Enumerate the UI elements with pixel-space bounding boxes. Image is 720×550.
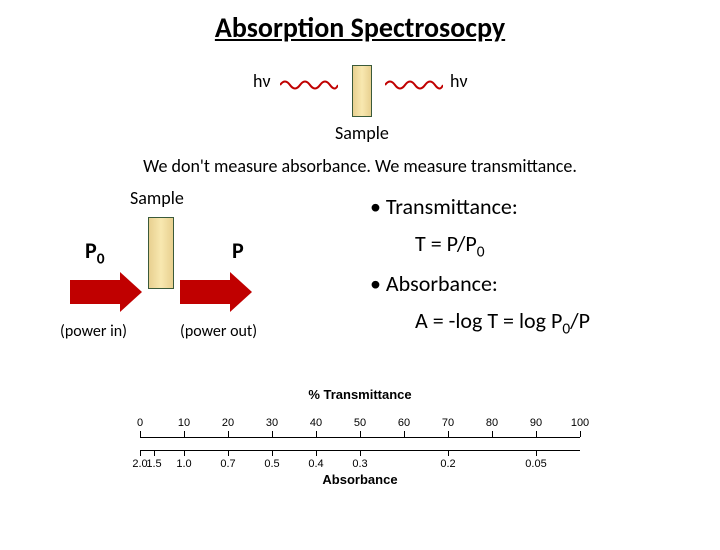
hv-right-label: hν	[450, 70, 468, 92]
bot-tick	[228, 450, 229, 456]
top-tick	[184, 431, 185, 437]
bot-tick	[154, 450, 155, 456]
bullet-absorbance-eq: A = -log T = log P0/P	[370, 306, 590, 340]
top-tick	[536, 431, 537, 437]
mid-section: Sample P0 (power in) P (power out) • Tra…	[0, 187, 720, 377]
cuvette-mid	[148, 217, 172, 287]
top-tick-label: 70	[442, 417, 454, 429]
power-in-label: (power in)	[60, 322, 127, 341]
top-tick-label: 60	[398, 417, 410, 429]
top-tick-label: 20	[222, 417, 234, 429]
top-tick-label: 90	[530, 417, 542, 429]
bot-tick	[536, 450, 537, 456]
bot-tick	[184, 450, 185, 456]
bullets-block: • Transmittance: T = P/P0 • Absorbance: …	[370, 192, 590, 346]
top-tick	[272, 431, 273, 437]
top-tick	[360, 431, 361, 437]
bullet-absorbance: • Absorbance:	[370, 269, 590, 300]
bot-tick-label: 0.05	[525, 458, 546, 470]
top-tick	[492, 431, 493, 437]
bot-tick	[316, 450, 317, 456]
cuvette-top	[352, 65, 370, 115]
bot-tick-label: 0.7	[220, 458, 235, 470]
axis-chart: % Transmittance 0 10 20 30 40 50 60 70 80 90 100 2.…	[120, 387, 600, 487]
wave-left-icon	[280, 78, 338, 92]
top-tick	[140, 431, 141, 437]
bullet-transmittance: • Transmittance:	[370, 192, 590, 223]
bot-tick	[140, 450, 141, 456]
bot-tick-label: 1.0	[176, 458, 191, 470]
wave-right-icon	[385, 78, 443, 92]
power-out-label: (power out)	[180, 322, 257, 341]
bullet-transmittance-eq: T = P/P0	[370, 229, 590, 263]
top-tick	[580, 431, 581, 437]
hv-left-label: hν	[253, 70, 271, 92]
top-tick	[404, 431, 405, 437]
top-tick-label: 100	[571, 417, 589, 429]
bot-tick-label: 0.3	[352, 458, 367, 470]
sample-top-label: Sample	[335, 122, 389, 144]
bot-tick	[272, 450, 273, 456]
arrow-out-icon	[180, 272, 250, 312]
bot-tick-label: 1.5	[146, 458, 161, 470]
sample-mid-label: Sample	[130, 187, 184, 209]
top-tick	[316, 431, 317, 437]
bot-tick-label: 0.5	[264, 458, 279, 470]
bot-tick-label: 0.4	[308, 458, 323, 470]
bot-tick-label: 2.0	[132, 458, 147, 470]
measurement-statement: We don't measure absorbance. We measure …	[0, 155, 720, 177]
top-tick-label: 0	[137, 417, 143, 429]
slide-title: Absorption Spectrosocpy	[0, 10, 720, 45]
bot-tick-label: 0.2	[440, 458, 455, 470]
top-tick-label: 50	[354, 417, 366, 429]
top-axis-line	[140, 437, 580, 438]
bot-tick	[360, 450, 361, 456]
absorbance-title: Absorbance	[120, 472, 600, 487]
bot-tick	[448, 450, 449, 456]
p-label: P	[232, 237, 244, 264]
top-tick	[228, 431, 229, 437]
top-tick-label: 40	[310, 417, 322, 429]
arrow-in-icon	[70, 272, 140, 312]
top-tick-label: 30	[266, 417, 278, 429]
top-tick-label: 10	[178, 417, 190, 429]
top-diagram: hν hν Sample	[0, 60, 720, 150]
p0-label: P0	[85, 237, 105, 268]
pct-transmittance-title: % Transmittance	[120, 387, 600, 402]
top-tick-label: 80	[486, 417, 498, 429]
top-tick	[448, 431, 449, 437]
